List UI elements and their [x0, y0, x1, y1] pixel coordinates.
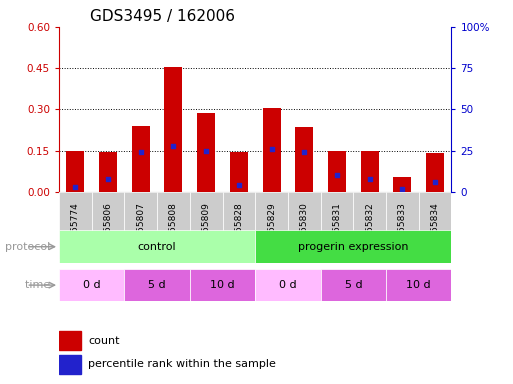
Point — [300, 149, 308, 156]
Bar — [321, 269, 386, 301]
Point — [366, 176, 374, 182]
Bar — [386, 192, 419, 259]
Bar — [124, 192, 157, 259]
Bar — [92, 192, 125, 259]
Text: GSM255829: GSM255829 — [267, 202, 276, 257]
Bar — [157, 192, 190, 259]
Text: count: count — [88, 336, 120, 346]
Bar — [295, 127, 313, 192]
Text: 0 d: 0 d — [279, 280, 297, 290]
Text: percentile rank within the sample: percentile rank within the sample — [88, 359, 277, 369]
Point — [398, 185, 406, 192]
Bar — [328, 151, 346, 192]
Bar — [190, 192, 223, 259]
Text: 10 d: 10 d — [210, 280, 235, 290]
Text: GSM255809: GSM255809 — [202, 202, 211, 257]
Text: GSM255774: GSM255774 — [71, 202, 80, 257]
Point — [267, 146, 275, 152]
Text: GSM255808: GSM255808 — [169, 202, 178, 257]
Text: GSM255807: GSM255807 — [136, 202, 145, 257]
Bar — [426, 154, 444, 192]
Bar — [255, 230, 451, 263]
Point — [169, 143, 177, 149]
Text: GSM255832: GSM255832 — [365, 202, 374, 257]
Bar — [59, 192, 92, 259]
Text: control: control — [138, 242, 176, 252]
Bar — [353, 192, 386, 259]
Bar — [99, 152, 117, 192]
Text: GDS3495 / 162006: GDS3495 / 162006 — [90, 9, 235, 24]
Bar — [230, 152, 248, 192]
Text: GSM255828: GSM255828 — [234, 202, 243, 257]
Text: GSM255830: GSM255830 — [300, 202, 309, 257]
Bar — [321, 192, 353, 259]
Bar — [386, 269, 451, 301]
Text: GSM255806: GSM255806 — [104, 202, 112, 257]
Bar — [59, 269, 124, 301]
Point — [202, 148, 210, 154]
Bar — [59, 331, 81, 350]
Bar — [263, 108, 281, 192]
Text: 5 d: 5 d — [148, 280, 166, 290]
Bar — [419, 192, 451, 259]
Text: 0 d: 0 d — [83, 280, 101, 290]
Point — [71, 184, 80, 190]
Bar — [393, 177, 411, 192]
Bar — [59, 230, 255, 263]
Bar — [255, 269, 321, 301]
Text: 5 d: 5 d — [345, 280, 362, 290]
Bar — [255, 192, 288, 259]
Bar — [288, 192, 321, 259]
Bar — [361, 151, 379, 192]
Bar — [197, 113, 215, 192]
Text: time: time — [25, 280, 54, 290]
Point — [333, 172, 341, 179]
Point — [104, 176, 112, 182]
Text: GSM255833: GSM255833 — [398, 202, 407, 257]
Bar — [223, 192, 255, 259]
Point — [235, 182, 243, 189]
Text: GSM255831: GSM255831 — [332, 202, 342, 257]
Bar — [124, 269, 190, 301]
Bar — [132, 126, 150, 192]
Text: progerin expression: progerin expression — [298, 242, 408, 252]
Bar — [190, 269, 255, 301]
Text: 10 d: 10 d — [406, 280, 431, 290]
Text: GSM255834: GSM255834 — [430, 202, 440, 257]
Bar — [66, 151, 84, 192]
Bar — [59, 355, 81, 374]
Point — [431, 179, 439, 185]
Text: protocol: protocol — [5, 242, 54, 252]
Bar — [165, 67, 183, 192]
Point — [136, 149, 145, 156]
